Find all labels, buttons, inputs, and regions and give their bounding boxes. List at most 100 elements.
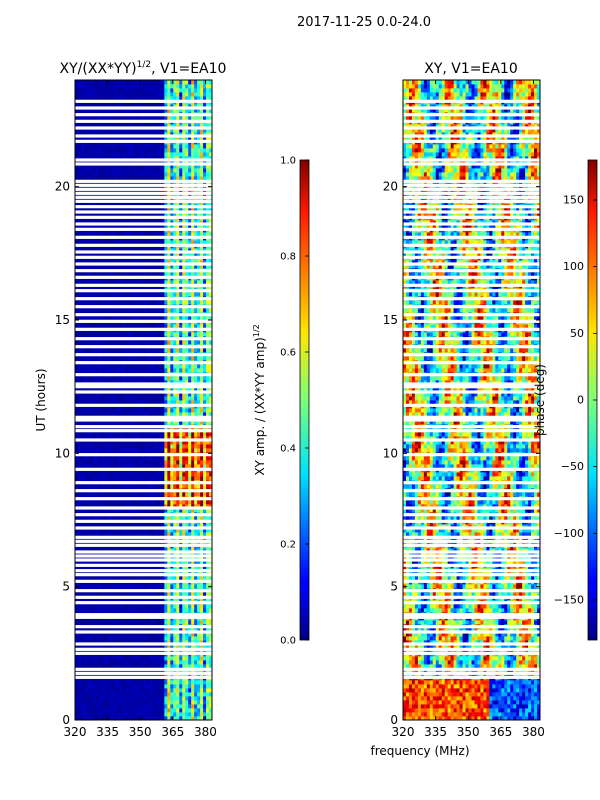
heatmap-cell: [92, 576, 97, 581]
heatmap-cell: [170, 660, 174, 665]
heatmap-cell: [200, 636, 204, 641]
heatmap-cell: [197, 448, 201, 453]
heatmap-cell: [113, 528, 118, 533]
heatmap-cell: [75, 492, 79, 497]
heatmap-cell: [188, 448, 192, 453]
heatmap-cell: [170, 528, 174, 533]
heatmap-cell: [182, 400, 186, 405]
heatmap-cell: [80, 464, 85, 469]
heatmap-cell: [161, 436, 165, 441]
heatmap-cell: [143, 620, 147, 625]
heatmap-cell: [92, 492, 97, 497]
heatmap-cell: [185, 656, 189, 661]
heatmap-cell: [191, 516, 195, 521]
heatmap-cell: [203, 688, 207, 693]
heatmap-cell: [140, 432, 144, 437]
heatmap-cell: [107, 324, 112, 329]
heatmap-cell: [158, 684, 162, 689]
heatmap-cell: [86, 592, 91, 597]
heatmap-cell: [77, 620, 82, 625]
heatmap-cell: [125, 592, 130, 597]
heatmap-cell: [176, 472, 180, 477]
heatmap-cell: [98, 476, 103, 481]
heatmap-cell: [209, 684, 212, 689]
heatmap-cell: [125, 396, 130, 401]
heatmap-cell: [131, 440, 135, 445]
heatmap-cell: [176, 292, 180, 297]
heatmap-cell: [200, 556, 204, 561]
heatmap-cell: [80, 592, 85, 597]
heatmap-cell: [101, 604, 106, 609]
heatmap-cell: [86, 560, 91, 565]
heatmap-cell: [101, 532, 106, 537]
heatmap-cell: [125, 376, 130, 381]
heatmap-cell: [110, 292, 115, 297]
heatmap-cell: [77, 332, 82, 337]
heatmap-cell: [158, 712, 162, 717]
heatmap-cell: [170, 448, 174, 453]
heatmap-cell: [104, 348, 109, 353]
heatmap-cell: [167, 316, 171, 321]
heatmap-cell: [140, 440, 144, 445]
heatmap-cell: [107, 680, 112, 685]
heatmap-cell: [92, 508, 97, 513]
heatmap-cell: [158, 308, 162, 313]
heatmap-cell: [155, 500, 159, 505]
heatmap-cell: [182, 440, 186, 445]
heatmap-cell: [137, 316, 141, 321]
heatmap-cell: [101, 392, 106, 397]
heatmap-cell: [75, 364, 79, 369]
heatmap-cell: [143, 484, 147, 489]
heatmap-cell: [83, 484, 88, 489]
heatmap-cell: [80, 392, 85, 397]
heatmap-cell: [80, 448, 85, 453]
heatmap-cell: [173, 400, 177, 405]
heatmap-cell: [137, 528, 141, 533]
heatmap-cell: [86, 464, 91, 469]
heatmap-cell: [107, 408, 112, 413]
heatmap-cell: [101, 300, 106, 305]
heatmap-cell: [158, 332, 162, 337]
heatmap-cell: [134, 376, 138, 381]
heatmap-cell: [77, 704, 82, 709]
heatmap-cell: [107, 620, 112, 625]
heatmap-cell: [164, 464, 168, 469]
heatmap-cell: [203, 528, 207, 533]
heatmap-cell: [161, 464, 165, 469]
heatmap-cell: [75, 556, 79, 561]
heatmap-cell: [152, 368, 156, 373]
heatmap-cell: [86, 604, 91, 609]
heatmap-cell: [170, 308, 174, 313]
heatmap-cell: [101, 380, 106, 385]
heatmap-cell: [191, 432, 195, 437]
heatmap-cell: [194, 460, 198, 465]
heatmap-cell: [176, 664, 180, 669]
heatmap-cell: [152, 684, 156, 689]
heatmap-cell: [110, 548, 115, 553]
heatmap-cell: [200, 356, 204, 361]
heatmap-cell: [116, 324, 121, 329]
heatmap-cell: [83, 324, 88, 329]
heatmap-cell: [185, 308, 189, 313]
heatmap-cell: [119, 504, 124, 509]
heatmap-cell: [110, 684, 115, 689]
heatmap-cell: [104, 472, 109, 477]
heatmap-cell: [89, 552, 94, 557]
heatmap-cell: [170, 292, 174, 297]
heatmap-cell: [98, 692, 103, 697]
heatmap-cell: [164, 392, 168, 397]
heatmap-cell: [98, 644, 103, 649]
heatmap-cell: [161, 716, 165, 720]
heatmap-cell: [161, 432, 165, 437]
heatmap-cell: [191, 436, 195, 441]
heatmap-cell: [113, 664, 118, 669]
heatmap-cell: [83, 464, 88, 469]
heatmap-cell: [128, 472, 132, 477]
heatmap-cell: [89, 444, 94, 449]
heatmap-cell: [200, 632, 204, 637]
heatmap-cell: [77, 472, 82, 477]
heatmap-cell: [158, 356, 162, 361]
heatmap-cell: [134, 552, 138, 557]
heatmap-cell: [167, 500, 171, 505]
heatmap-cell: [116, 392, 121, 397]
